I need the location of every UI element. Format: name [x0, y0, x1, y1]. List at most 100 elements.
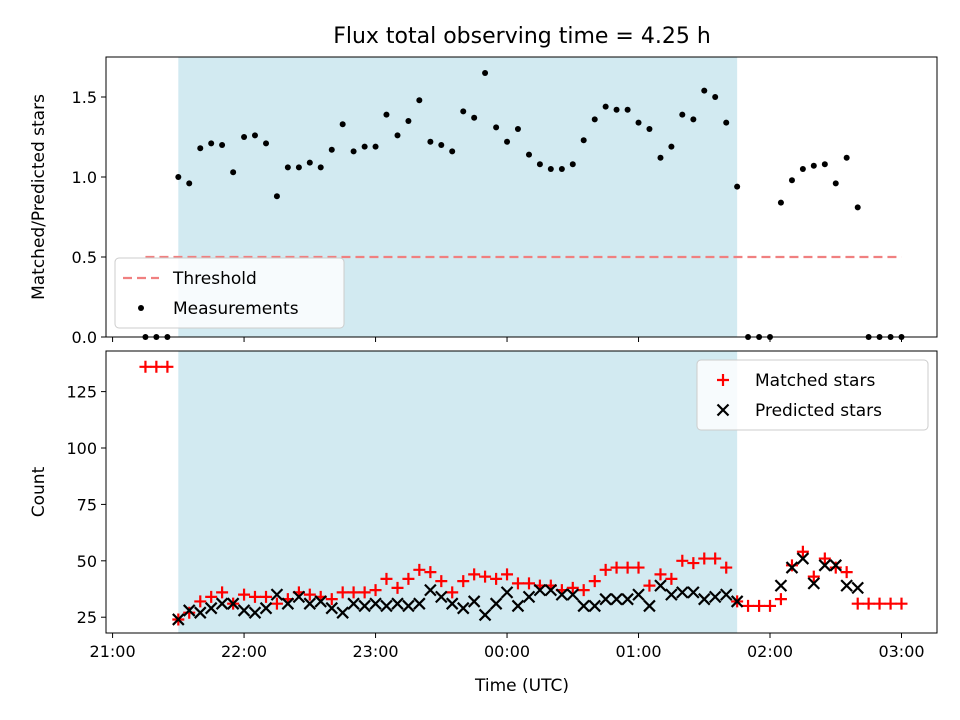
data-point [372, 143, 379, 150]
data-point [438, 142, 445, 148]
data-point [347, 586, 360, 599]
data-point [709, 552, 722, 565]
series-measurements [142, 70, 905, 340]
legend-box [114, 257, 345, 329]
data-point [460, 108, 467, 115]
legend-marker [716, 403, 730, 417]
data-point [624, 106, 631, 113]
data-point [468, 568, 481, 581]
data-point [610, 561, 623, 574]
data-point [391, 597, 404, 610]
data-point [358, 599, 371, 613]
data-point [493, 124, 500, 131]
data-point [862, 597, 875, 610]
data-point [251, 132, 258, 139]
data-point [172, 613, 185, 626]
data-point [829, 559, 843, 572]
data-point [482, 70, 489, 76]
data-point [281, 597, 295, 610]
data-point [295, 164, 302, 171]
data-point [314, 595, 327, 608]
data-point [328, 146, 335, 153]
data-point [698, 552, 711, 565]
data-point [380, 599, 393, 613]
data-point [558, 166, 565, 172]
data-point [807, 577, 821, 590]
y-axis-label: Matched/Predicted stars [29, 94, 49, 300]
data-point [602, 103, 609, 110]
y-tick-label: 75 [77, 495, 97, 514]
data-point [456, 601, 470, 615]
data-point [467, 595, 481, 608]
data-point [555, 588, 569, 601]
data-point [194, 595, 207, 608]
data-point [687, 586, 700, 599]
legend: Matched stars Predicted stars [696, 359, 929, 431]
y-tick-label: 1.5 [72, 88, 97, 107]
data-point [226, 597, 240, 610]
data-point [435, 575, 448, 588]
data-point [810, 162, 817, 169]
y-tick-label: 100 [66, 439, 97, 458]
data-point [216, 586, 229, 599]
data-point [646, 126, 653, 132]
legend-marker [717, 374, 729, 386]
data-point [336, 606, 349, 619]
data-point [577, 599, 590, 613]
data-point [413, 563, 426, 576]
data-point [150, 360, 163, 373]
data-point [219, 142, 226, 148]
legend-label: Measurements [173, 299, 299, 319]
data-point [405, 118, 412, 124]
data-point [230, 169, 237, 176]
data-point [339, 121, 346, 128]
data-point [259, 601, 273, 615]
y-tick-label: 0.0 [72, 328, 97, 347]
data-point [248, 590, 261, 603]
data-point [391, 581, 404, 594]
y-axis-label: Count [29, 466, 49, 517]
data-point [829, 561, 842, 574]
series-predicted-stars [172, 552, 864, 626]
data-point [840, 579, 853, 592]
data-point [621, 592, 634, 606]
data-point [369, 584, 382, 597]
data-point [588, 599, 602, 613]
data-point [643, 599, 656, 613]
data-point [347, 597, 360, 610]
data-point [701, 87, 708, 94]
data-point [504, 138, 511, 145]
data-point [402, 599, 415, 613]
data-point [643, 579, 656, 592]
data-point [325, 593, 338, 606]
data-point [796, 552, 810, 565]
data-point [383, 111, 390, 118]
data-point [533, 583, 547, 597]
data-point [175, 174, 182, 180]
data-point [489, 597, 503, 610]
panel-counts: 25 50 75 100 125 21:00 22:00 23:00 00:00 01:00 02:… [29, 350, 938, 661]
data-point [774, 593, 787, 606]
data-point [599, 563, 612, 576]
data-point [238, 588, 251, 601]
data-point [303, 597, 317, 610]
data-point [514, 126, 521, 132]
data-point [416, 97, 423, 104]
data-point [799, 166, 806, 172]
data-point [788, 177, 795, 184]
data-point [424, 583, 437, 597]
data-point [260, 590, 273, 603]
data-point [734, 183, 741, 190]
data-point [303, 588, 316, 601]
data-point [501, 568, 514, 581]
x-tick-label: 03:00 [878, 642, 924, 661]
data-point [569, 161, 576, 168]
data-point [241, 134, 248, 140]
data-point [665, 588, 678, 601]
data-point [325, 601, 339, 615]
data-point [317, 164, 324, 171]
data-point [708, 590, 722, 604]
data-point [577, 584, 590, 597]
data-point [753, 599, 766, 612]
data-point [369, 597, 382, 610]
